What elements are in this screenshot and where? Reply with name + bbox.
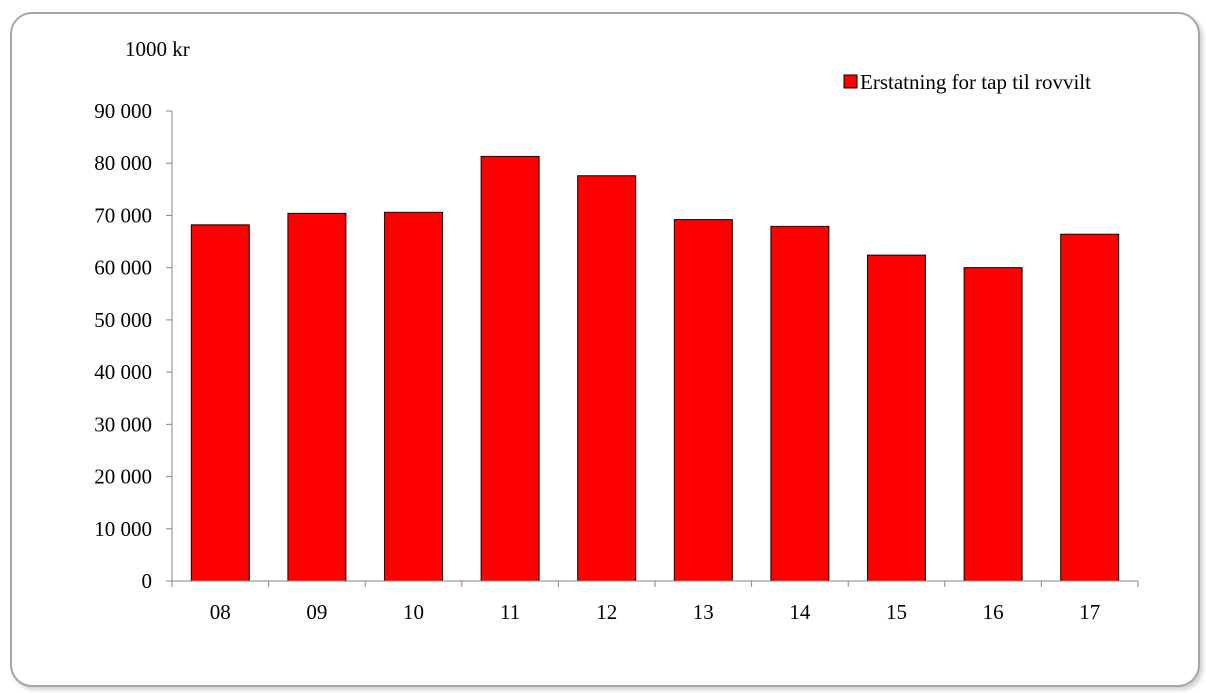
legend-swatch [843, 74, 858, 89]
y-axis-unit-label: 1000 kr [125, 37, 190, 61]
axes-group [166, 110, 1139, 587]
bar-17 [1060, 233, 1120, 582]
y-tick-label: 80 000 [94, 151, 152, 175]
y-tick-label: 20 000 [94, 465, 152, 489]
y-tick-label: 70 000 [94, 203, 152, 227]
y-tick-label: 30 000 [94, 412, 152, 436]
y-tick-label: 90 000 [94, 99, 152, 123]
bar-13 [673, 219, 733, 582]
x-tick-label: 10 [403, 600, 424, 624]
x-tick-label: 08 [210, 600, 231, 624]
bar-08 [190, 224, 250, 582]
bar-15 [867, 254, 926, 582]
x-tick-label: 17 [1079, 600, 1100, 624]
x-tick-label: 16 [983, 600, 1004, 624]
legend: Erstatning for tap til rovvilt [843, 70, 1091, 94]
legend-label: Erstatning for tap til rovvilt [860, 70, 1091, 94]
x-tick-label: 12 [596, 600, 617, 624]
y-tick-label: 0 [142, 569, 153, 593]
x-tick-label: 13 [693, 600, 714, 624]
x-tick-labels: 08 09 10 11 12 13 14 15 16 17 [210, 600, 1100, 624]
x-tick-label: 09 [306, 600, 327, 624]
bars-group [190, 155, 1120, 582]
bar-10 [384, 211, 443, 582]
y-tick-labels: 0 10 000 20 000 30 000 40 000 50 000 60 000 70 … [94, 99, 152, 593]
y-tick-label: 40 000 [94, 360, 152, 384]
bar-16 [963, 267, 1023, 582]
y-tick-label: 60 000 [94, 256, 152, 280]
bar-11 [480, 155, 540, 582]
x-tick-label: 14 [789, 600, 811, 624]
bar-14 [770, 225, 830, 582]
bar-09 [287, 212, 347, 582]
x-tick-label: 15 [886, 600, 907, 624]
y-tick-label: 10 000 [94, 517, 152, 541]
x-tick-label: 11 [500, 600, 520, 624]
bar-12 [577, 175, 637, 582]
y-tick-label: 50 000 [94, 308, 152, 332]
